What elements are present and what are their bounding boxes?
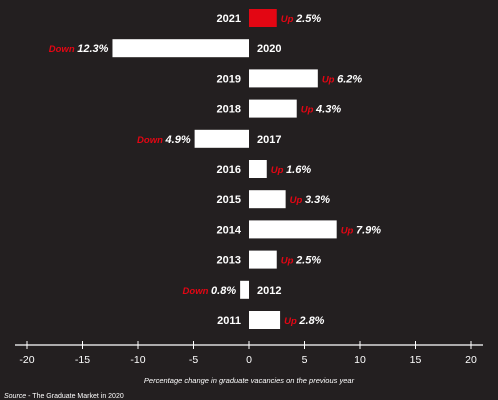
bar-2015 [249, 190, 286, 209]
bar-2018 [249, 99, 297, 118]
bar-2017 [194, 129, 249, 148]
value-label-2017: Down 4.9% [137, 134, 191, 146]
percent-label-2012: 0.8% [211, 285, 236, 297]
year-label-2012: 2012 [257, 285, 281, 297]
value-label-2021: Up 2.5% [281, 13, 322, 25]
bar-2020 [112, 39, 249, 58]
source-note: Source - The Graduate Market in 2020 [4, 393, 124, 400]
x-tick-label--10: -10 [130, 354, 145, 366]
bar-2016 [249, 160, 267, 178]
source-text: - The Graduate Market in 2020 [28, 393, 124, 400]
percent-label-2019: 6.2% [337, 73, 362, 85]
percent-label-2018: 4.3% [315, 104, 341, 116]
value-label-2013: Up 2.5% [281, 255, 322, 267]
x-tick-label--5: -5 [189, 354, 198, 366]
x-tick-label-5: 5 [302, 354, 308, 366]
direction-label-2015: Up [290, 195, 305, 206]
percent-label-2013: 2.5% [295, 255, 321, 267]
bar-2012 [240, 280, 249, 299]
percent-label-2020: 12.3% [77, 43, 108, 55]
direction-label-2017: Down [137, 135, 166, 146]
year-label-2014: 2014 [217, 224, 242, 236]
x-tick-label-10: 10 [354, 354, 366, 366]
bars [112, 9, 337, 329]
x-tick-label--20: -20 [19, 354, 34, 366]
direction-label-2012: Down [183, 286, 212, 297]
percent-label-2014: 7.9% [356, 224, 381, 236]
bar-2021 [249, 9, 277, 27]
percent-label-2016: 1.6% [286, 164, 311, 176]
bar-2011 [249, 311, 281, 329]
value-label-2012: Down 0.8% [183, 285, 237, 297]
value-label-2019: Up 6.2% [322, 73, 363, 85]
x-axis: -20 -15 -10 -5 0 5 10 15 20 [15, 341, 483, 366]
direction-label-2013: Up [281, 256, 296, 267]
year-label-2016: 2016 [217, 164, 241, 176]
value-label-2016: Up 1.6% [271, 164, 312, 176]
percent-label-2015: 3.3% [305, 194, 330, 206]
direction-label-2020: Down [49, 44, 78, 55]
percent-label-2021: 2.5% [295, 13, 321, 25]
x-tick-label-20: 20 [465, 354, 477, 366]
direction-label-2018: Up [301, 105, 316, 116]
direction-label-2021: Up [281, 14, 296, 25]
percent-label-2011: 2.8% [298, 315, 324, 327]
value-label-2015: Up 3.3% [290, 194, 331, 206]
year-label-2015: 2015 [217, 194, 241, 206]
bar-2019 [249, 69, 318, 88]
direction-label-2016: Up [271, 165, 286, 176]
percent-label-2017: 4.9% [165, 134, 191, 146]
bar-2013 [249, 250, 277, 269]
year-label-2020: 2020 [257, 43, 281, 55]
year-label-2011: 2011 [217, 315, 241, 327]
year-label-2013: 2013 [217, 255, 241, 267]
source-prefix: Source [4, 393, 26, 400]
direction-label-2011: Up [284, 316, 299, 327]
direction-label-2019: Up [322, 74, 337, 85]
year-label-2019: 2019 [217, 73, 241, 85]
value-label-2014: Up 7.9% [341, 224, 382, 236]
x-tick-label--15: -15 [75, 354, 90, 366]
year-label-2017: 2017 [257, 134, 281, 146]
value-label-2011: Up 2.8% [284, 315, 325, 327]
bar-labels: 2021 Up 2.5% 2020 Down 12.3% 2019 Up 6.2% 2018… [49, 13, 382, 327]
year-label-2018: 2018 [217, 104, 241, 116]
x-axis-title: Percentage change in graduate vacancies … [144, 376, 355, 385]
direction-label-2014: Up [341, 225, 356, 236]
year-label-2021: 2021 [217, 13, 241, 25]
bar-2014 [249, 220, 337, 239]
x-tick-label-0: 0 [246, 354, 252, 366]
value-label-2020: Down 12.3% [49, 43, 109, 55]
x-tick-label-15: 15 [410, 354, 422, 366]
value-label-2018: Up 4.3% [301, 104, 342, 116]
